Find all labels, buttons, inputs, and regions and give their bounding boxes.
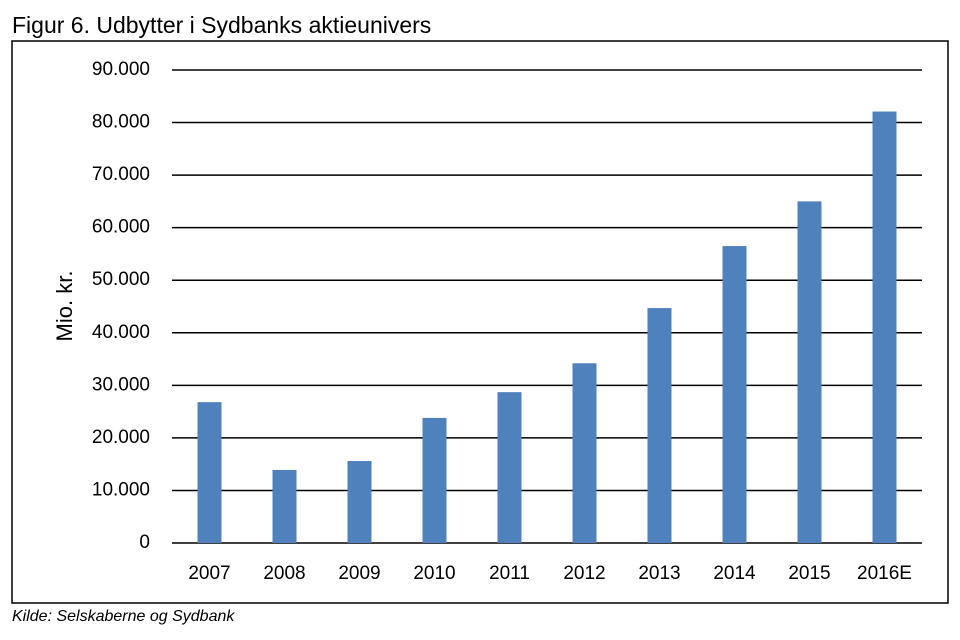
bar bbox=[197, 402, 222, 543]
bar bbox=[422, 417, 447, 543]
x-tick-label: 2010 bbox=[413, 563, 455, 584]
y-tick-label: 80.000 bbox=[92, 112, 150, 133]
x-tick-label: 2012 bbox=[563, 563, 605, 584]
y-tick-label: 10.000 bbox=[92, 479, 150, 500]
y-tick-label: 40.000 bbox=[92, 322, 150, 343]
bar bbox=[647, 308, 672, 543]
x-tick-label: 2013 bbox=[638, 563, 680, 584]
y-tick-label: 70.000 bbox=[92, 164, 150, 185]
chart-frame bbox=[11, 40, 949, 604]
bar bbox=[797, 201, 822, 543]
y-tick-label: 0 bbox=[139, 532, 150, 553]
bar bbox=[272, 469, 297, 543]
bar bbox=[722, 246, 747, 544]
y-tick-label: 60.000 bbox=[92, 217, 150, 238]
x-tick-label: 2016E bbox=[857, 563, 912, 584]
bar bbox=[497, 392, 522, 543]
x-tick-label: 2011 bbox=[489, 563, 530, 584]
x-tick-label: 2009 bbox=[338, 563, 380, 584]
y-axis-label: Mio. kr. bbox=[52, 271, 77, 342]
x-tick-label: 2008 bbox=[263, 563, 305, 584]
x-tick-label: 2014 bbox=[713, 563, 756, 584]
y-tick-label: 90.000 bbox=[92, 59, 150, 80]
bar bbox=[872, 111, 897, 543]
y-tick-label: 30.000 bbox=[92, 374, 150, 395]
x-tick-label: 2015 bbox=[788, 563, 830, 584]
x-tick-label: 2007 bbox=[188, 563, 230, 584]
bar bbox=[347, 461, 372, 543]
y-tick-label: 50.000 bbox=[92, 269, 150, 290]
source-note: Kilde: Selskaberne og Sydbank bbox=[12, 608, 235, 625]
y-tick-label: 20.000 bbox=[92, 427, 150, 448]
chart-title: Figur 6. Udbytter i Sydbanks aktieuniver… bbox=[12, 12, 431, 38]
bar bbox=[572, 363, 597, 543]
